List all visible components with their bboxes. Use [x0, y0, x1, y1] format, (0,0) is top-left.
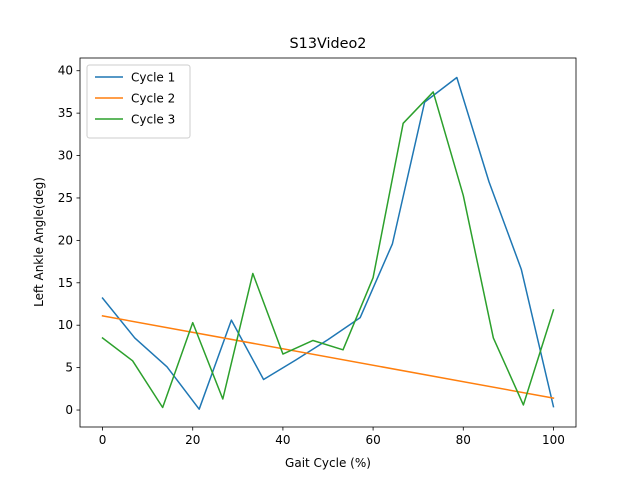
y-tick-label: 40 — [58, 64, 73, 78]
x-tick-label: 0 — [99, 433, 107, 447]
y-tick-label: 35 — [58, 106, 73, 120]
y-tick-label: 15 — [58, 276, 73, 290]
y-axis-label: Left Ankle Angle(deg) — [32, 177, 46, 307]
chart-title: S13Video2 — [290, 36, 367, 52]
legend-label-1: Cycle 1 — [131, 71, 175, 85]
x-tick-label: 100 — [542, 433, 565, 447]
y-tick-label: 30 — [58, 149, 73, 163]
series-line-3 — [101, 91, 555, 409]
x-tick-label: 60 — [365, 433, 380, 447]
y-tick-label: 0 — [65, 403, 73, 417]
y-tick-label: 5 — [65, 361, 73, 375]
x-axis-label: Gait Cycle (%) — [285, 456, 371, 470]
x-tick-label: 80 — [456, 433, 471, 447]
legend-label-3: Cycle 3 — [131, 113, 175, 127]
x-tick-label: 40 — [275, 433, 290, 447]
legend-label-2: Cycle 2 — [131, 92, 175, 106]
plot-area: 0 20 40 60 80 100 0 5 10 15 20 25 30 35 40 — [58, 57, 577, 447]
axes-frame — [79, 57, 577, 428]
y-tick-label: 25 — [58, 191, 73, 205]
y-tick-label: 20 — [58, 233, 73, 247]
y-tick-label: 10 — [58, 318, 73, 332]
legend: Cycle 1 Cycle 2 Cycle 3 — [86, 64, 191, 139]
series-line-1 — [101, 76, 555, 410]
x-tick-label: 20 — [185, 433, 200, 447]
series-line-2 — [101, 315, 555, 400]
